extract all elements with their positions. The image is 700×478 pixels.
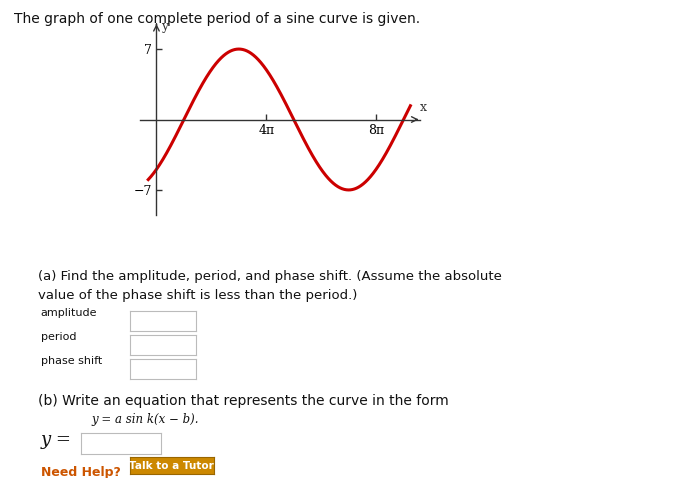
Text: phase shift: phase shift: [41, 356, 102, 366]
Text: y =: y =: [41, 431, 71, 449]
Text: Need Help?: Need Help?: [41, 466, 120, 478]
Text: y = a sin k(x − b).: y = a sin k(x − b).: [91, 413, 199, 426]
Text: value of the phase shift is less than the period.): value of the phase shift is less than th…: [38, 289, 358, 302]
Text: period: period: [41, 332, 76, 342]
Text: amplitude: amplitude: [41, 308, 97, 318]
Text: Talk to a Tutor: Talk to a Tutor: [129, 461, 214, 470]
Text: (a) Find the amplitude, period, and phase shift. (Assume the absolute: (a) Find the amplitude, period, and phas…: [38, 270, 503, 283]
Text: y: y: [162, 21, 169, 33]
Text: (b) Write an equation that represents the curve in the form: (b) Write an equation that represents th…: [38, 394, 449, 408]
Text: The graph of one complete period of a sine curve is given.: The graph of one complete period of a si…: [14, 12, 420, 26]
Text: x: x: [420, 101, 427, 114]
